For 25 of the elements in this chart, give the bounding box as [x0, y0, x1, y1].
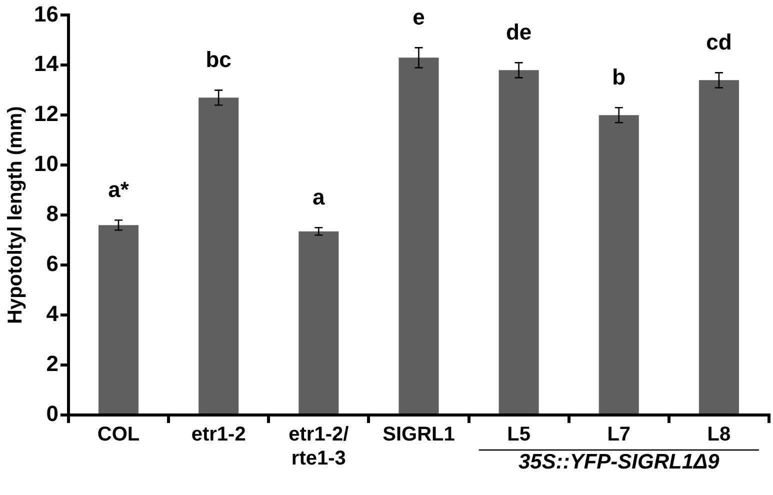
y-axis-title: Hypotoltyl length (mm) [4, 106, 27, 324]
y-tick-label: 12 [34, 101, 58, 126]
x-tick-label: etr1-2/ rte1-3 [288, 424, 350, 470]
text: 35S::YFP-SIGRL1Δ9 [518, 450, 720, 474]
x-tick-label: SIGRL1 [382, 424, 455, 446]
x-tick-label: L7 [607, 424, 631, 446]
x-tick-label: COL [97, 424, 140, 446]
annotation: e [412, 4, 425, 30]
x-tick-label: L8 [707, 424, 731, 446]
y-tick-label: 4 [46, 301, 60, 326]
x-tick-label: etr1-2 [191, 424, 246, 446]
annotation: de [506, 20, 532, 45]
y-tick-label: 10 [34, 151, 58, 176]
y-tick-label: 0 [46, 401, 58, 426]
annotation: b [612, 64, 626, 90]
annotation: a* [108, 177, 130, 202]
annotation: bc [206, 47, 232, 72]
y-tick-label: 14 [34, 51, 60, 76]
annotation: cd [706, 30, 732, 55]
y-tick-label: 8 [46, 201, 58, 226]
y-tick-label: 2 [46, 351, 58, 376]
x-tick-label: L5 [507, 424, 530, 446]
y-tick-label: 16 [34, 1, 58, 26]
y-tick-label: 6 [46, 251, 58, 276]
annotation: a [312, 184, 326, 210]
